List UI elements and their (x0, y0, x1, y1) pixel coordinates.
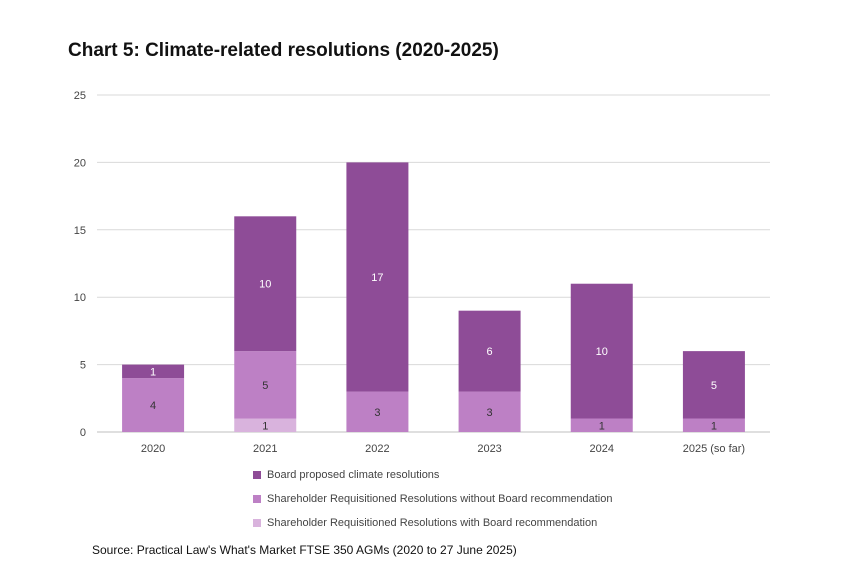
data-label: 1 (150, 366, 156, 378)
data-label: 17 (371, 272, 383, 284)
y-tick-label: 0 (80, 427, 86, 439)
y-tick-label: 15 (74, 225, 86, 237)
y-tick-label: 20 (74, 157, 86, 169)
y-tick-label: 5 (80, 360, 86, 372)
legend-swatch (253, 471, 261, 479)
data-label: 3 (487, 407, 493, 419)
bar-segment (458, 391, 521, 432)
y-tick-label: 10 (74, 292, 86, 304)
chart-title: Chart 5: Climate-related resolutions (20… (68, 40, 499, 61)
bar-segment (346, 391, 409, 432)
data-label: 1 (599, 420, 605, 432)
legend-label: Shareholder Requisitioned Resolutions wi… (267, 517, 598, 529)
data-label: 1 (262, 420, 268, 432)
data-label: 10 (596, 346, 608, 358)
chart-legend: Board proposed climate resolutions Shareh… (253, 463, 612, 535)
bar-segment (682, 351, 745, 419)
data-label: 5 (711, 380, 717, 392)
legend-label: Board proposed climate resolutions (267, 469, 440, 481)
data-label: 1 (711, 420, 717, 432)
data-label: 10 (259, 279, 271, 291)
bar-segment (122, 378, 185, 432)
y-tick-label: 25 (74, 90, 86, 102)
x-tick-label: 2022 (365, 443, 389, 455)
legend-item: Shareholder Requisitioned Resolutions wi… (253, 487, 612, 511)
data-label: 4 (150, 400, 156, 412)
legend-item: Board proposed climate resolutions (253, 463, 612, 487)
bar-segment (570, 283, 633, 419)
bar-segment (346, 162, 409, 392)
source-note: Source: Practical Law's What's Market FT… (92, 543, 517, 557)
x-tick-label: 2025 (so far) (683, 443, 745, 455)
legend-label: Shareholder Requisitioned Resolutions wi… (267, 493, 613, 505)
data-label: 3 (374, 407, 380, 419)
bar-segment (570, 418, 633, 432)
data-label: 6 (487, 346, 493, 358)
legend-swatch (253, 519, 261, 527)
legend-swatch (253, 495, 261, 503)
x-tick-label: 2021 (253, 443, 277, 455)
legend-item: Shareholder Requisitioned Resolutions wi… (253, 511, 612, 535)
x-tick-label: 2024 (590, 443, 614, 455)
data-label: 5 (262, 380, 268, 392)
bar-segment (234, 351, 297, 419)
bar-segment (234, 418, 297, 432)
bar-segment (234, 216, 297, 352)
x-tick-label: 2023 (477, 443, 501, 455)
x-tick-label: 2020 (141, 443, 165, 455)
bar-segment (122, 364, 185, 379)
bar-segment (682, 418, 745, 432)
bar-segment (458, 310, 521, 392)
